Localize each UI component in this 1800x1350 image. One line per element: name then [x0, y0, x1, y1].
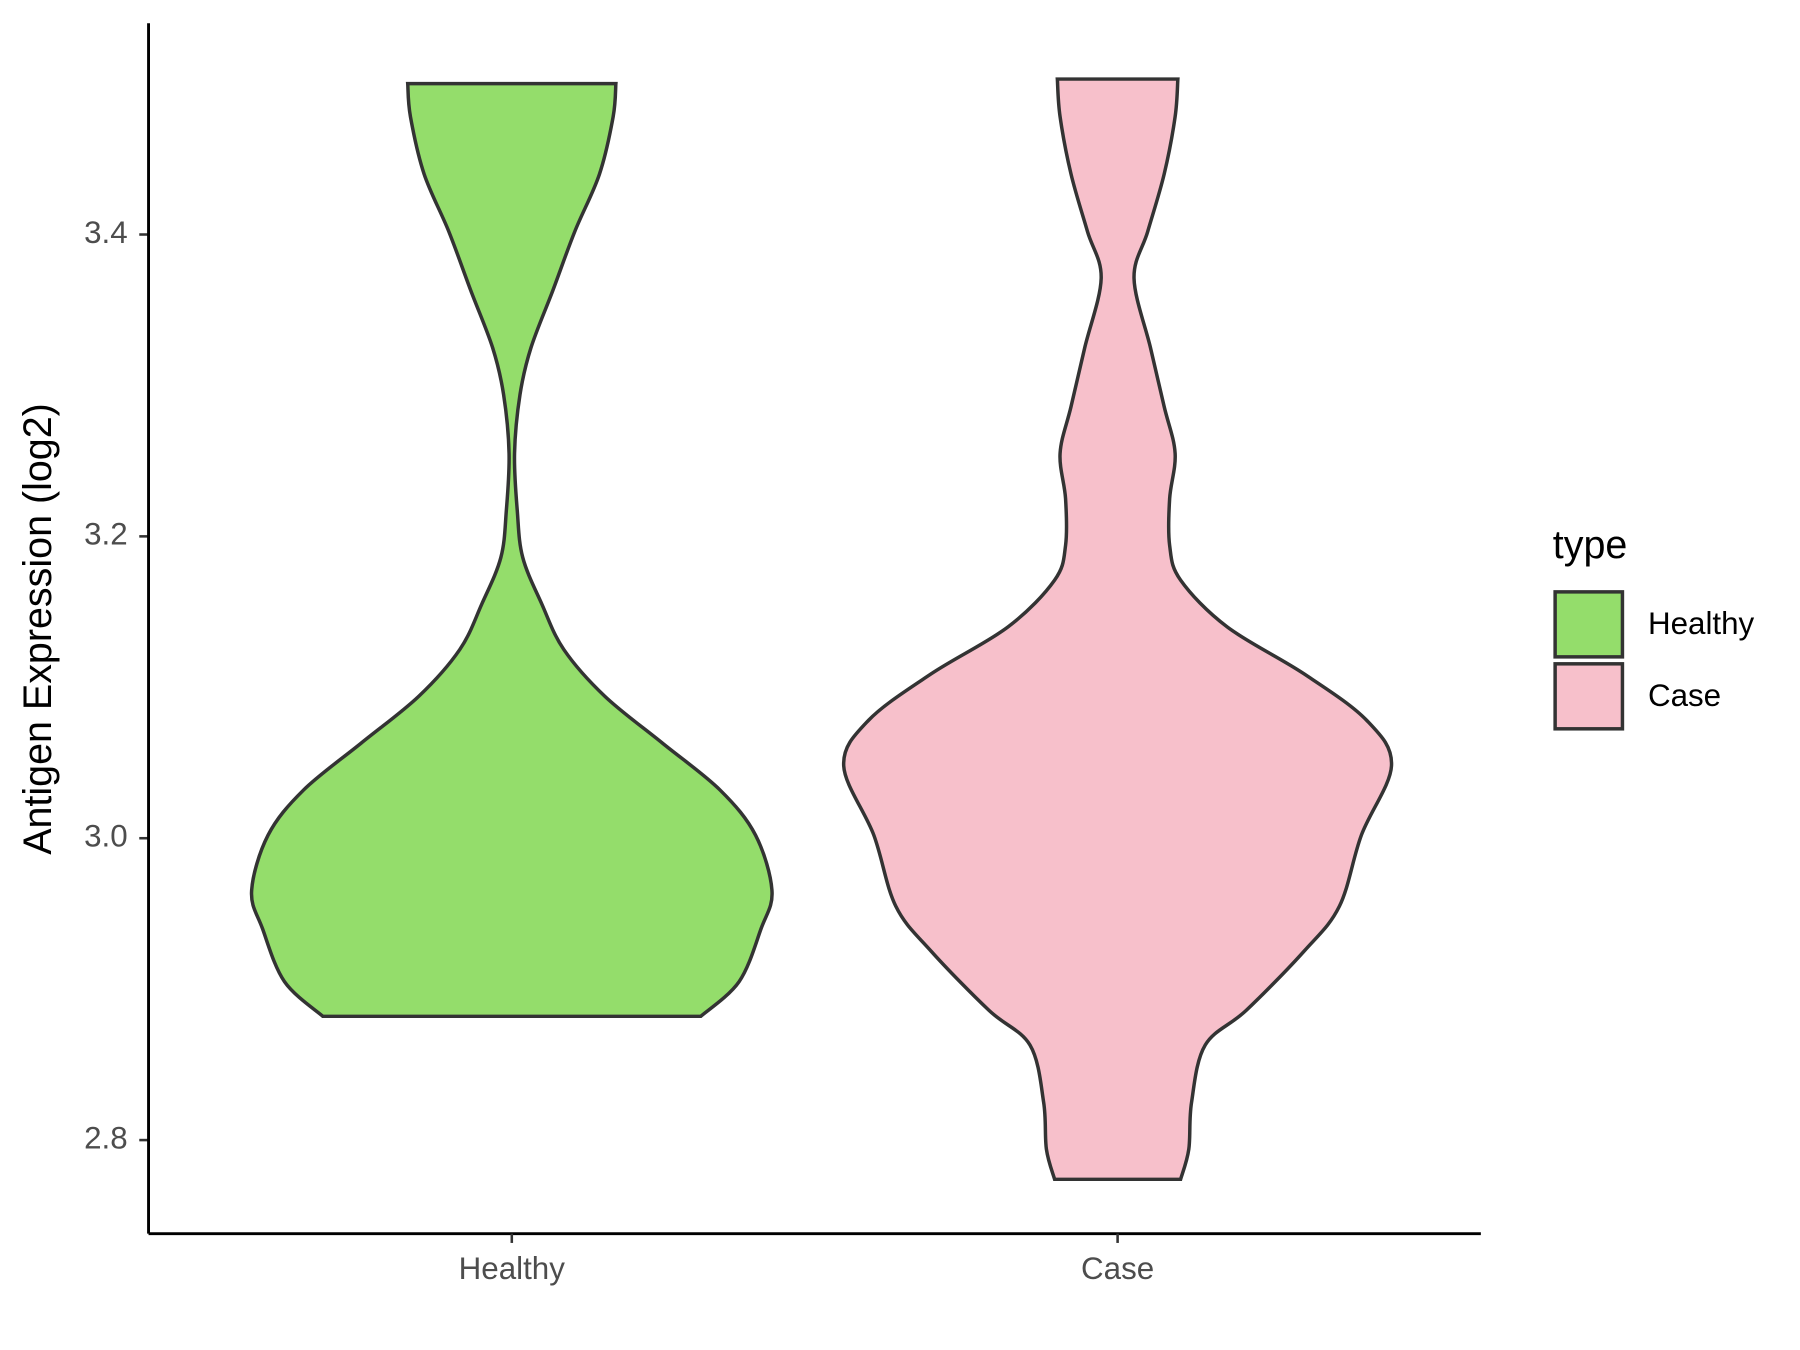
legend-title: type — [1553, 523, 1628, 567]
legend-key — [1553, 662, 1625, 731]
x-tick-label: Healthy — [459, 1251, 566, 1286]
y-tick-label: 2.8 — [84, 1120, 128, 1155]
y-tick-label: 3.2 — [84, 517, 128, 552]
x-tick-label: Case — [1081, 1251, 1154, 1286]
legend-label: Healthy — [1648, 606, 1755, 641]
y-tick-label: 3.4 — [84, 215, 128, 250]
violin — [249, 81, 774, 1019]
y-tick-label: 3.0 — [84, 819, 128, 854]
legend-key — [1553, 590, 1625, 659]
y-axis-title: Antigen Expression (log2) — [16, 403, 60, 855]
legend-label: Case — [1648, 678, 1721, 713]
violin — [841, 77, 1394, 1182]
